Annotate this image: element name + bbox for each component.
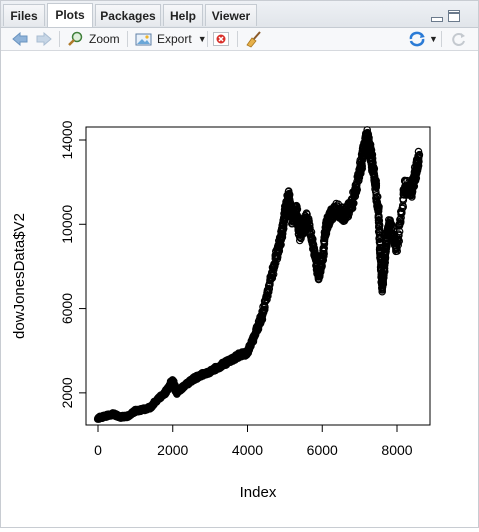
data-points bbox=[93, 126, 424, 423]
tab-packages[interactable]: Packages bbox=[95, 4, 161, 26]
x-tick-label: 0 bbox=[94, 442, 102, 458]
tab-help[interactable]: Help bbox=[163, 4, 203, 26]
data-point bbox=[370, 166, 378, 174]
data-point bbox=[396, 217, 405, 226]
data-point bbox=[408, 187, 417, 196]
x-tick-label: 6000 bbox=[307, 442, 338, 458]
clear-all-plots-broom-icon[interactable] bbox=[245, 28, 263, 50]
data-point bbox=[395, 227, 404, 236]
y-tick-label: 10000 bbox=[59, 205, 75, 244]
chevron-down-icon: ▼ bbox=[429, 34, 438, 44]
x-axis: 0 2000 4000 6000 8000 bbox=[94, 424, 413, 458]
tab-bar: Files Plots Packages Help Viewer bbox=[1, 1, 478, 28]
data-point bbox=[380, 258, 389, 266]
scatter-plot: 0 2000 4000 6000 8000 2000 6000 10000 14000 Ind… bbox=[11, 120, 431, 501]
tab-viewer[interactable]: Viewer bbox=[205, 4, 257, 26]
data-point bbox=[412, 171, 420, 179]
x-tick-label: 4000 bbox=[232, 442, 263, 458]
export-menu-button[interactable]: Export ▼ bbox=[135, 28, 207, 50]
data-point bbox=[415, 157, 423, 166]
data-point bbox=[414, 162, 423, 170]
data-point bbox=[375, 203, 383, 211]
zoom-icon bbox=[67, 31, 85, 47]
data-point bbox=[395, 237, 404, 245]
data-point bbox=[414, 153, 423, 161]
toolbar-divider bbox=[237, 31, 238, 47]
plot-viewer: 0 2000 4000 6000 8000 2000 6000 10000 14000 Ind… bbox=[1, 51, 478, 527]
data-point bbox=[373, 192, 382, 201]
y-axis: 2000 6000 10000 14000 bbox=[59, 120, 87, 408]
y-axis-label: dowJonesData$V2 bbox=[11, 213, 28, 339]
x-tick-label: 2000 bbox=[157, 442, 188, 458]
toolbar-divider bbox=[59, 31, 60, 47]
forward-arrow-icon[interactable] bbox=[35, 28, 53, 50]
toolbar-divider bbox=[441, 31, 442, 47]
data-point bbox=[270, 263, 279, 272]
data-point bbox=[372, 183, 381, 192]
export-image-icon bbox=[135, 31, 153, 47]
x-axis-label: Index bbox=[240, 484, 277, 501]
tab-files[interactable]: Files bbox=[3, 4, 45, 26]
y-tick-label: 14000 bbox=[59, 120, 75, 159]
plots-toolbar: Zoom Export ▼ ▼ bbox=[1, 28, 478, 51]
data-point bbox=[294, 213, 302, 221]
data-point bbox=[367, 146, 376, 154]
data-point bbox=[319, 247, 328, 256]
y-tick-label: 2000 bbox=[59, 377, 75, 408]
x-tick-label: 8000 bbox=[381, 442, 412, 458]
minimize-pane-icon[interactable] bbox=[431, 9, 443, 22]
data-point bbox=[381, 252, 390, 260]
data-point bbox=[268, 274, 277, 282]
chevron-down-icon: ▼ bbox=[197, 34, 207, 44]
zoom-label: Zoom bbox=[89, 32, 120, 46]
y-tick-label: 6000 bbox=[59, 293, 75, 324]
data-point bbox=[394, 241, 403, 249]
export-label: Export bbox=[157, 32, 192, 46]
data-point bbox=[372, 188, 380, 197]
sync-icon bbox=[407, 31, 427, 47]
toolbar-divider bbox=[127, 31, 128, 47]
zoom-button[interactable]: Zoom bbox=[67, 28, 120, 50]
data-point bbox=[353, 185, 362, 194]
toolbar-divider bbox=[207, 31, 208, 47]
back-arrow-icon[interactable] bbox=[11, 28, 29, 50]
data-point bbox=[308, 235, 317, 243]
remove-plot-icon[interactable] bbox=[213, 28, 229, 50]
data-point bbox=[386, 216, 395, 225]
data-point bbox=[383, 240, 391, 249]
data-point bbox=[355, 173, 364, 182]
data-point bbox=[306, 224, 314, 232]
data-point bbox=[305, 220, 314, 229]
maximize-pane-icon[interactable] bbox=[448, 9, 460, 22]
refresh-viewer-icon[interactable] bbox=[451, 28, 467, 50]
tab-plots[interactable]: Plots bbox=[47, 3, 93, 27]
data-point bbox=[280, 217, 289, 225]
data-point bbox=[278, 230, 287, 238]
refresh-menu-button[interactable]: ▼ bbox=[407, 28, 438, 50]
